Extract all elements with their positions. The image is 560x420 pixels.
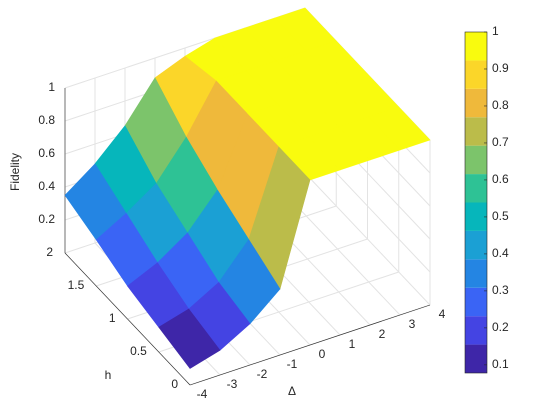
x-tick-label: -2: [257, 367, 268, 381]
colorbar-tick-label: 0.8: [492, 98, 509, 112]
colorbar-tick-label: 0.3: [492, 283, 509, 297]
x-tick-label: 3: [409, 317, 416, 331]
y-tick-label: 0: [171, 377, 178, 391]
x-tick-label: 4: [439, 307, 446, 321]
y-tick-label: 2: [46, 245, 53, 259]
z-tick-label: 0.8: [38, 113, 55, 127]
axis-line: [64, 252, 191, 386]
colorbar-band: [465, 117, 487, 146]
colorbar-band: [465, 259, 487, 288]
colorbar-tick-label: 0.2: [492, 320, 509, 334]
y-axis-label: h: [105, 368, 112, 382]
colorbar-band: [465, 174, 487, 203]
colorbar-band: [465, 88, 487, 118]
axis-line: [189, 304, 431, 386]
x-tick-label: -1: [287, 357, 298, 371]
colorbar-band: [465, 287, 487, 317]
colorbar-tick-label: 0.7: [492, 135, 509, 149]
surface-patch: [158, 308, 221, 369]
x-tick-label: -4: [197, 387, 208, 401]
x-axis-label: Δ: [288, 384, 296, 398]
z-tick-label: 1: [48, 80, 55, 94]
colorbar-band: [465, 60, 487, 89]
colorbar-tick-label: 0.9: [492, 61, 509, 75]
x-tick-label: 1: [349, 337, 356, 351]
colorbar-tick-label: 0.6: [492, 172, 509, 186]
colorbar-band: [465, 32, 487, 61]
x-tick-label: 0: [319, 347, 326, 361]
colorbar-band: [465, 230, 487, 260]
y-tick-label: 1.5: [68, 278, 85, 292]
colorbar-band: [465, 145, 487, 175]
x-tick-label: -3: [227, 377, 238, 391]
colorbar-tick-label: 0.5: [492, 209, 509, 223]
z-axis-label: Fidelity: [8, 153, 22, 191]
y-tick-label: 0.5: [130, 344, 147, 358]
z-tick-label: 0.2: [38, 212, 55, 226]
colorbar-tick-label: 0.4: [492, 246, 509, 260]
z-tick-label: 0.4: [38, 179, 55, 193]
x-tick-label: 2: [379, 327, 386, 341]
colorbar-tick-label: 0.1: [492, 357, 509, 371]
colorbar-frame: [464, 31, 488, 374]
colorbar-band: [465, 344, 487, 373]
z-tick-label: 0.6: [38, 146, 55, 160]
y-tick-label: 1: [109, 311, 116, 325]
colorbar-tick-label: 1: [492, 24, 499, 38]
colorbar-band: [465, 316, 487, 345]
colorbar-band: [465, 202, 487, 231]
